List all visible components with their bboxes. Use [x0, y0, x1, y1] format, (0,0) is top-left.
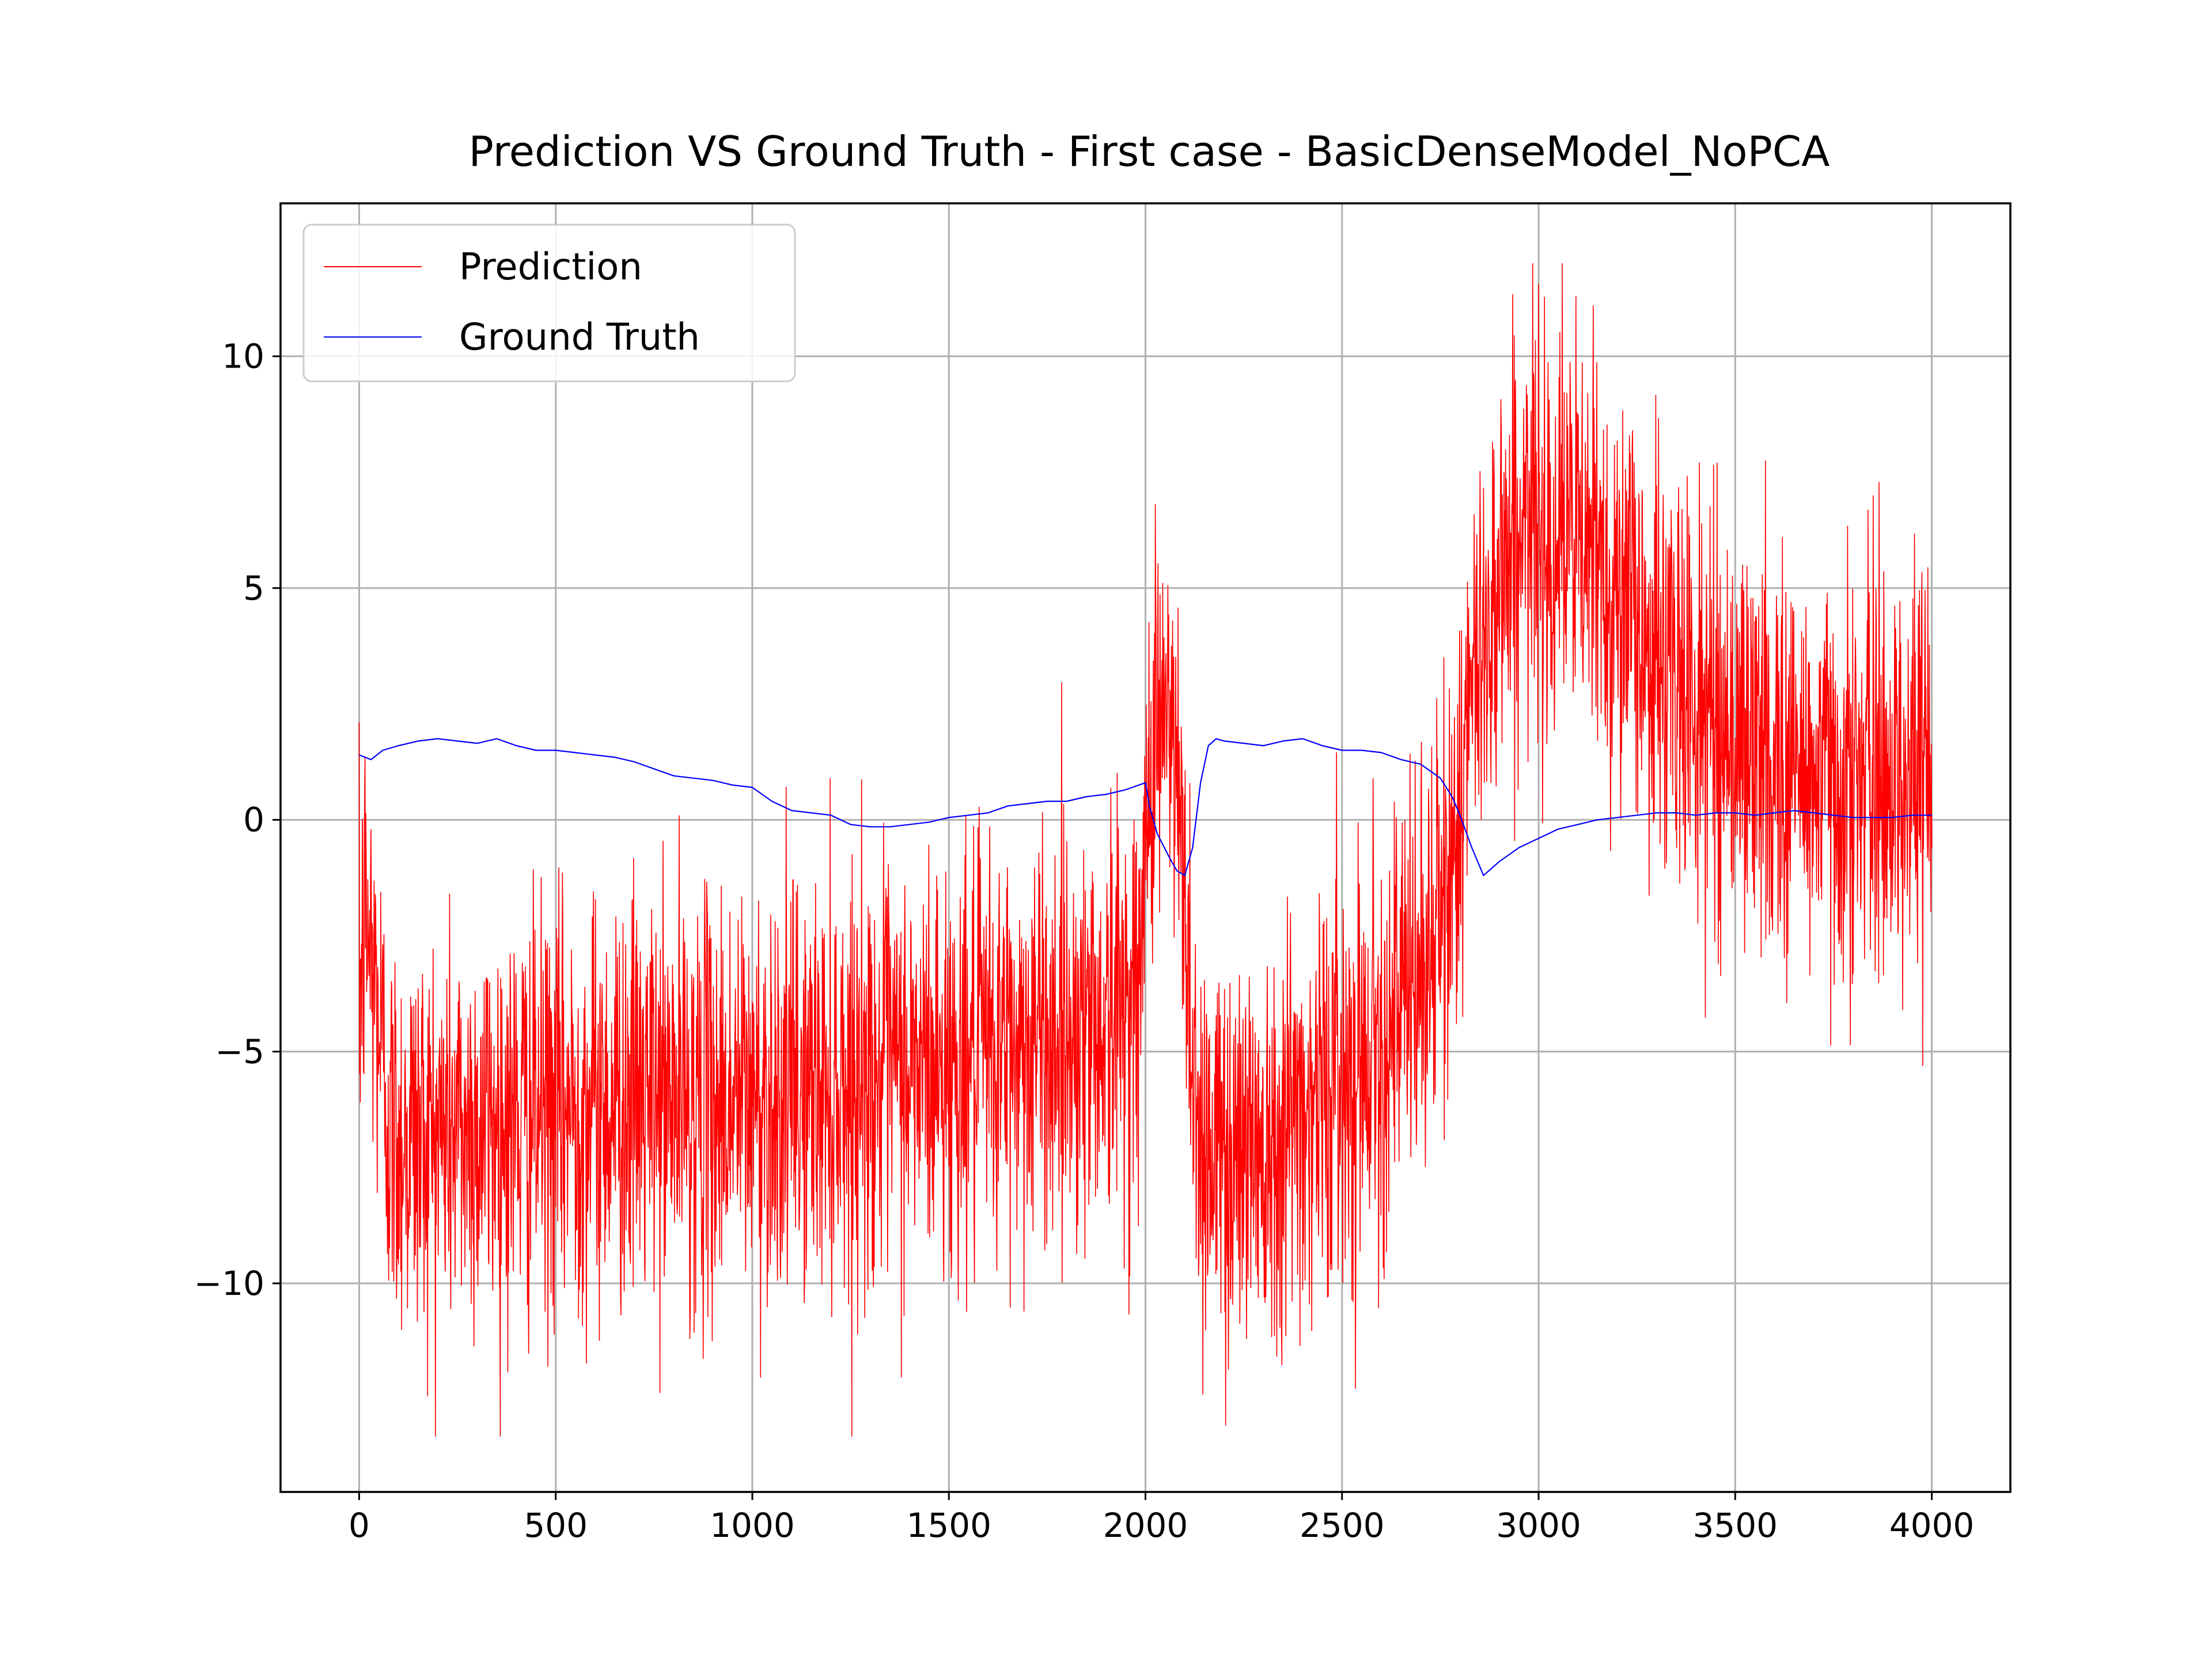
y-tick-label: −5: [215, 1032, 265, 1071]
y-tick-label: 10: [222, 337, 264, 376]
x-tick-label: 3000: [1496, 1506, 1581, 1545]
series-line-ground-truth: [359, 738, 1932, 876]
x-tick-label: 2000: [1103, 1506, 1188, 1545]
y-tick-label: −10: [194, 1264, 264, 1303]
legend: Prediction Ground Truth: [302, 224, 796, 382]
y-tick-label: 5: [243, 569, 264, 608]
legend-label-prediction: Prediction: [459, 246, 642, 289]
x-tick-label: 1000: [710, 1506, 795, 1545]
x-tick-label: 500: [524, 1506, 588, 1545]
legend-label-ground-truth: Ground Truth: [459, 316, 700, 359]
series-layer: [358, 263, 1933, 1437]
x-axis: 0 500 1000 1500 2000 2500 3000 3500 4000: [349, 1492, 1974, 1545]
legend-box: [302, 224, 796, 382]
x-tick-label: 2500: [1300, 1506, 1385, 1545]
x-tick-label: 4000: [1889, 1506, 1975, 1545]
y-tick-label: 0: [243, 800, 264, 839]
x-tick-label: 1500: [906, 1506, 991, 1545]
x-tick-label: 0: [349, 1506, 370, 1545]
x-tick-label: 3500: [1692, 1506, 1778, 1545]
chart-title: Prediction VS Ground Truth - First case …: [469, 127, 1830, 176]
grid: [281, 203, 2010, 1492]
y-axis: −10 −5 0 5 10: [194, 337, 281, 1303]
